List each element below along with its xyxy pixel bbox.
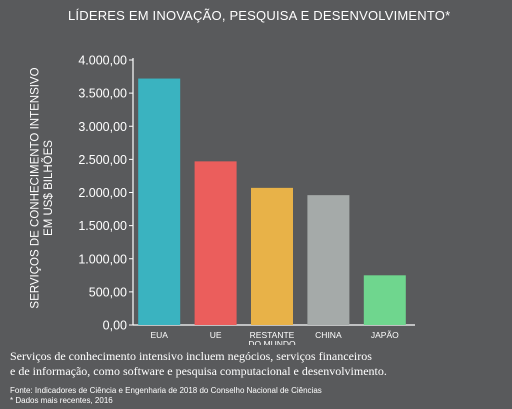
y-tick-label: 500,00 — [89, 285, 127, 299]
bars — [138, 78, 406, 325]
x-tick-label: CHINA — [315, 330, 342, 340]
y-tick-label: 2.500,00 — [78, 153, 127, 167]
x-tick-label: UE — [210, 330, 222, 340]
bar — [307, 195, 350, 325]
bar-chart: 0,00 500,00 1.000,00 1.500,00 2.000,00 2.500,… — [78, 54, 415, 345]
y-ticks: 0,00 500,00 1.000,00 1.500,00 2.000,00 2.500,… — [78, 54, 133, 333]
y-tick-label: 2.000,00 — [78, 186, 127, 200]
source-line-1: Fonte: Indicadores de Ciência e Engenhar… — [10, 386, 322, 395]
note-line-1: Serviços de conhecimento intensivo inclu… — [10, 349, 372, 363]
chart-title: LÍDERES EM INOVAÇÃO, PESQUISA E DESENVOL… — [68, 8, 451, 23]
x-tick-label: JAPÃO — [371, 330, 399, 340]
y-tick-label: 1.500,00 — [78, 219, 127, 233]
y-tick-label: 4.000,00 — [78, 54, 127, 68]
y-tick-label: 0,00 — [103, 319, 127, 333]
bar — [138, 78, 181, 325]
bar — [363, 275, 406, 325]
x-tick-label: RESTANTE — [250, 330, 295, 340]
y-tick-label: 1.000,00 — [78, 252, 127, 266]
bar — [194, 161, 237, 325]
chart-note: Serviços de conhecimento intensivo inclu… — [10, 349, 505, 379]
y-tick-label: 3.000,00 — [78, 120, 127, 134]
source-note: Fonte: Indicadores de Ciência e Engenhar… — [10, 386, 505, 406]
note-line-2: e de informação, como software e pesquis… — [10, 364, 387, 378]
x-tick-label: DO MUNDO — [248, 339, 296, 345]
source-line-2: * Dados mais recentes, 2016 — [10, 396, 113, 405]
y-tick-label: 3.500,00 — [78, 87, 127, 101]
bar — [251, 187, 293, 325]
x-tick-label: EUA — [150, 330, 168, 340]
